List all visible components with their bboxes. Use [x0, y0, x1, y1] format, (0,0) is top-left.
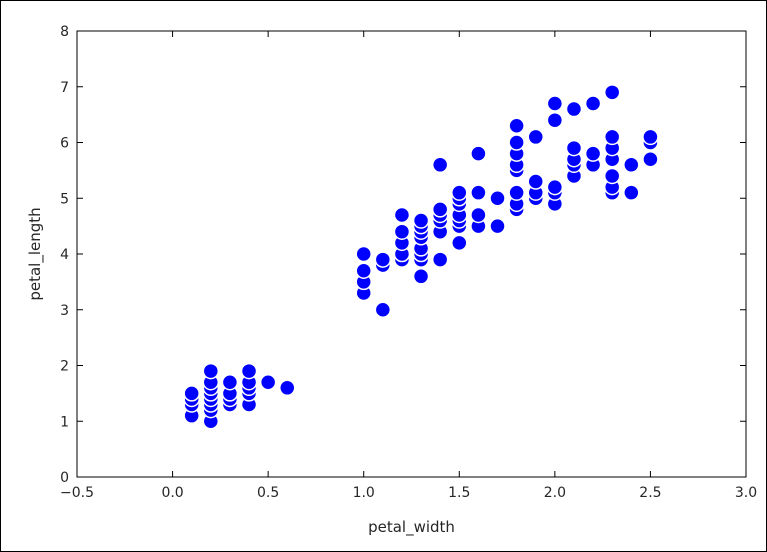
- data-point: [412, 212, 430, 229]
- data-point: [451, 234, 468, 252]
- data-point: [603, 84, 621, 101]
- data-point: [279, 379, 296, 397]
- data-point: [527, 128, 544, 146]
- data-point: [642, 128, 659, 146]
- data-point: [240, 362, 258, 380]
- x-tick-label: 2.0: [544, 485, 566, 501]
- y-tick-label: 2: [60, 359, 69, 375]
- data-point: [565, 100, 583, 118]
- data-points: [183, 84, 659, 430]
- data-point: [489, 217, 506, 235]
- x-tick-label: 0.5: [257, 485, 279, 501]
- data-point: [393, 223, 411, 240]
- data-point: [431, 251, 449, 268]
- y-tick-label: 1: [60, 414, 69, 430]
- y-tick-label: 7: [60, 80, 69, 96]
- data-point: [374, 251, 392, 268]
- data-point: [527, 173, 544, 190]
- x-tick-label: 2.5: [639, 485, 661, 501]
- data-point: [355, 262, 372, 279]
- y-tick-label: 5: [60, 191, 69, 207]
- data-point: [642, 150, 659, 168]
- data-point: [603, 167, 621, 185]
- data-point: [431, 156, 449, 174]
- data-point: [508, 117, 525, 135]
- data-point: [221, 373, 239, 391]
- x-tick-label: 1.0: [353, 485, 375, 501]
- x-tick-label: 0.0: [161, 485, 183, 501]
- y-tick-label: 4: [60, 247, 69, 263]
- y-tick-label: 8: [60, 24, 69, 40]
- data-point: [393, 206, 411, 224]
- data-point: [584, 145, 602, 162]
- y-tick-label: 3: [60, 303, 69, 319]
- data-point: [623, 156, 640, 174]
- y-axis-ticks: 0 1 2 3 4 5 6 7 8: [60, 24, 746, 486]
- data-point: [603, 128, 621, 146]
- data-point: [470, 184, 487, 201]
- data-point: [355, 245, 372, 263]
- data-point: [565, 139, 583, 157]
- data-point: [412, 268, 430, 285]
- data-point: [431, 201, 449, 218]
- data-point: [623, 184, 640, 201]
- x-tick-label: 3.0: [735, 485, 757, 501]
- data-point: [183, 385, 200, 402]
- x-tick-label: 1.5: [448, 485, 470, 501]
- x-axis-label: petal_width: [368, 518, 455, 537]
- data-point: [374, 301, 392, 318]
- data-point: [546, 111, 564, 129]
- plot-area: [76, 30, 747, 478]
- x-tick-label: −0.5: [60, 485, 94, 501]
- data-point: [546, 178, 564, 196]
- data-point: [451, 184, 468, 201]
- data-point: [546, 95, 564, 112]
- data-point: [470, 206, 487, 224]
- data-point: [584, 95, 602, 112]
- data-point: [259, 373, 277, 391]
- data-point: [508, 184, 525, 201]
- y-axis-label: petal_length: [26, 207, 45, 300]
- data-point: [202, 362, 220, 380]
- data-point: [508, 134, 525, 151]
- data-point: [489, 190, 506, 207]
- y-tick-label: 6: [60, 136, 69, 152]
- data-point: [470, 145, 487, 162]
- y-tick-label: 0: [60, 470, 69, 486]
- x-axis-ticks: −0.5 0.0 0.5 1.0 1.5 2.0 2.5 3.0: [60, 31, 757, 501]
